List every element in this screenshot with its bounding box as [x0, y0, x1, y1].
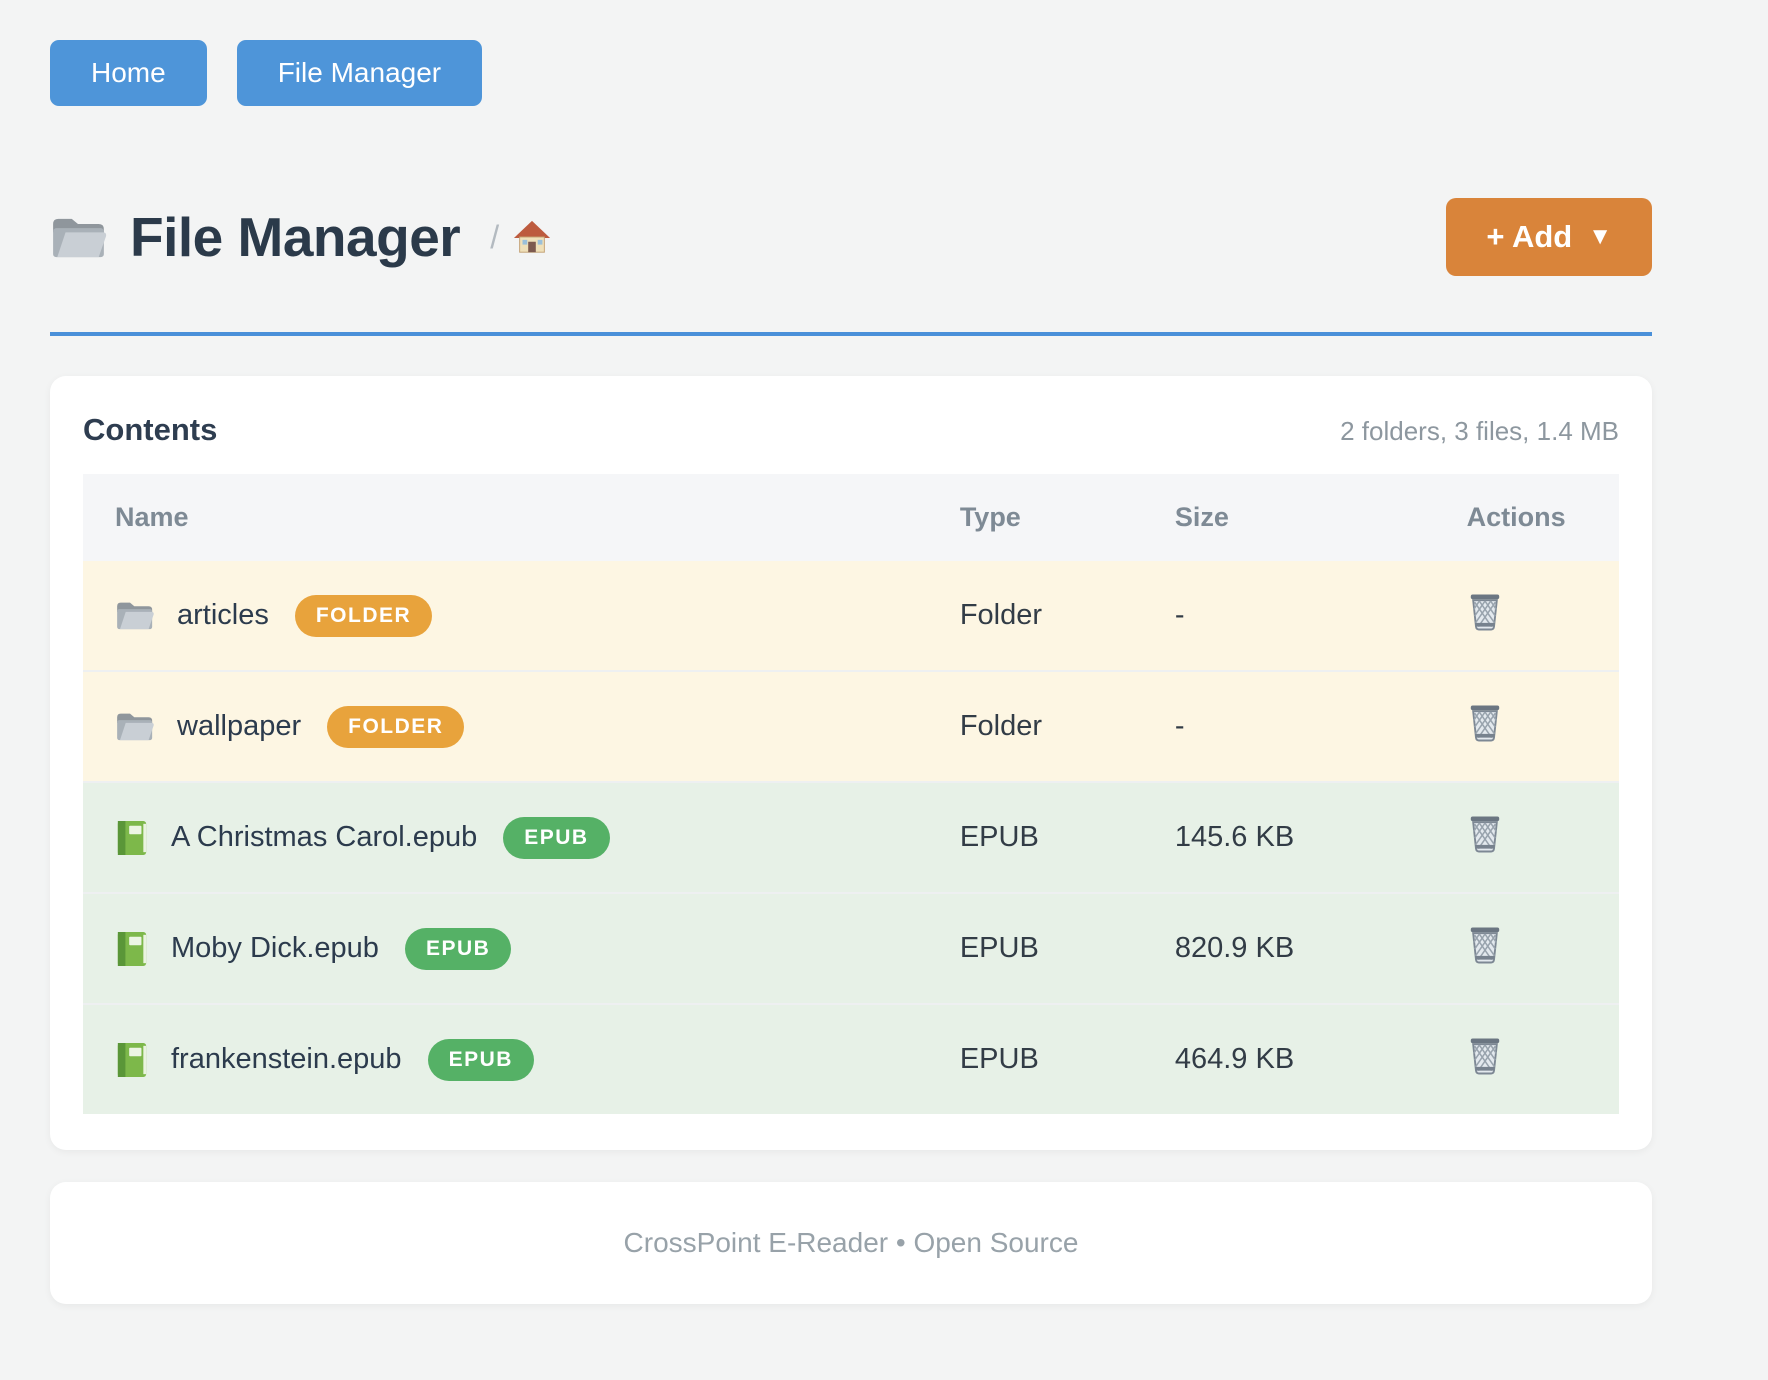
breadcrumb: /: [490, 218, 551, 256]
footer: CrossPoint E-Reader • Open Source: [50, 1182, 1652, 1304]
trash-icon: [1467, 594, 1503, 635]
type-badge: EPUB: [404, 927, 512, 970]
file-size: 464.9 KB: [1174, 1043, 1295, 1075]
page: Home File Manager File Manager /: [50, 0, 1652, 1304]
table-row: frankenstein.epub EPUB EPUB 464.9 KB: [83, 1004, 1619, 1114]
add-button-label: + Add: [1486, 219, 1573, 254]
table-header-row: Name Type Size Actions: [83, 474, 1619, 561]
contents-title: Contents: [83, 412, 218, 447]
top-nav: Home File Manager: [50, 40, 1652, 106]
footer-text: CrossPoint E-Reader • Open Source: [623, 1227, 1079, 1258]
table-row: articles FOLDER Folder -: [83, 561, 1619, 671]
trash-icon: [1467, 705, 1503, 746]
green-book-icon: [115, 1040, 149, 1080]
file-manager-nav-button[interactable]: File Manager: [236, 40, 483, 106]
contents-summary: 2 folders, 3 files, 1.4 MB: [1340, 416, 1619, 446]
delete-button[interactable]: [1467, 813, 1503, 854]
column-header-name: Name: [83, 474, 928, 561]
title-group: File Manager: [50, 205, 461, 269]
folder-icon: [50, 214, 108, 261]
column-header-size: Size: [1142, 474, 1435, 561]
column-header-actions: Actions: [1434, 474, 1619, 561]
green-book-icon: [115, 929, 149, 969]
delete-button[interactable]: [1467, 702, 1503, 743]
file-name-link[interactable]: articles: [177, 599, 269, 631]
file-type: Folder: [959, 710, 1043, 742]
file-name-link[interactable]: Moby Dick.epub: [171, 932, 379, 964]
home-nav-button[interactable]: Home: [50, 40, 207, 106]
file-name-link[interactable]: A Christmas Carol.epub: [171, 821, 478, 853]
type-badge: FOLDER: [294, 594, 433, 637]
trash-icon: [1467, 927, 1503, 968]
type-badge: EPUB: [503, 816, 610, 859]
file-type: EPUB: [959, 821, 1039, 853]
page-header: File Manager / + Add ▼: [50, 198, 1652, 276]
breadcrumb-separator: /: [490, 218, 500, 255]
file-size: -: [1174, 599, 1185, 631]
add-button[interactable]: + Add ▼: [1446, 198, 1652, 276]
table-row: A Christmas Carol.epub EPUB EPUB 145.6 K…: [83, 782, 1619, 893]
contents-card: Contents 2 folders, 3 files, 1.4 MB Name…: [50, 376, 1652, 1150]
table-row: wallpaper FOLDER Folder -: [83, 671, 1619, 782]
delete-button[interactable]: [1467, 924, 1503, 965]
contents-card-header: Contents 2 folders, 3 files, 1.4 MB: [83, 412, 1619, 474]
breadcrumb-root-link[interactable]: [513, 218, 551, 256]
trash-icon: [1467, 1038, 1503, 1079]
type-badge: EPUB: [427, 1038, 534, 1081]
column-header-type: Type: [927, 474, 1143, 561]
file-size: -: [1174, 710, 1185, 742]
file-name-link[interactable]: frankenstein.epub: [171, 1043, 402, 1075]
type-badge: FOLDER: [327, 705, 465, 748]
delete-button[interactable]: [1467, 1035, 1503, 1076]
file-type: EPUB: [959, 1043, 1039, 1075]
folder-icon: [115, 599, 155, 632]
delete-button[interactable]: [1467, 591, 1503, 632]
title-divider: [50, 332, 1652, 336]
file-type: EPUB: [959, 932, 1039, 964]
page-title: File Manager: [130, 206, 461, 268]
file-size: 820.9 KB: [1174, 932, 1295, 964]
chevron-down-icon: ▼: [1588, 223, 1612, 250]
file-table: Name Type Size Actions articles: [83, 474, 1619, 1114]
table-row: Moby Dick.epub EPUB EPUB 820.9 KB: [83, 893, 1619, 1004]
file-size: 145.6 KB: [1174, 821, 1295, 853]
folder-icon: [115, 710, 155, 743]
home-icon: [513, 220, 551, 260]
green-book-icon: [115, 818, 149, 858]
file-name-link[interactable]: wallpaper: [177, 710, 302, 742]
trash-icon: [1467, 816, 1503, 857]
file-type: Folder: [959, 599, 1043, 631]
